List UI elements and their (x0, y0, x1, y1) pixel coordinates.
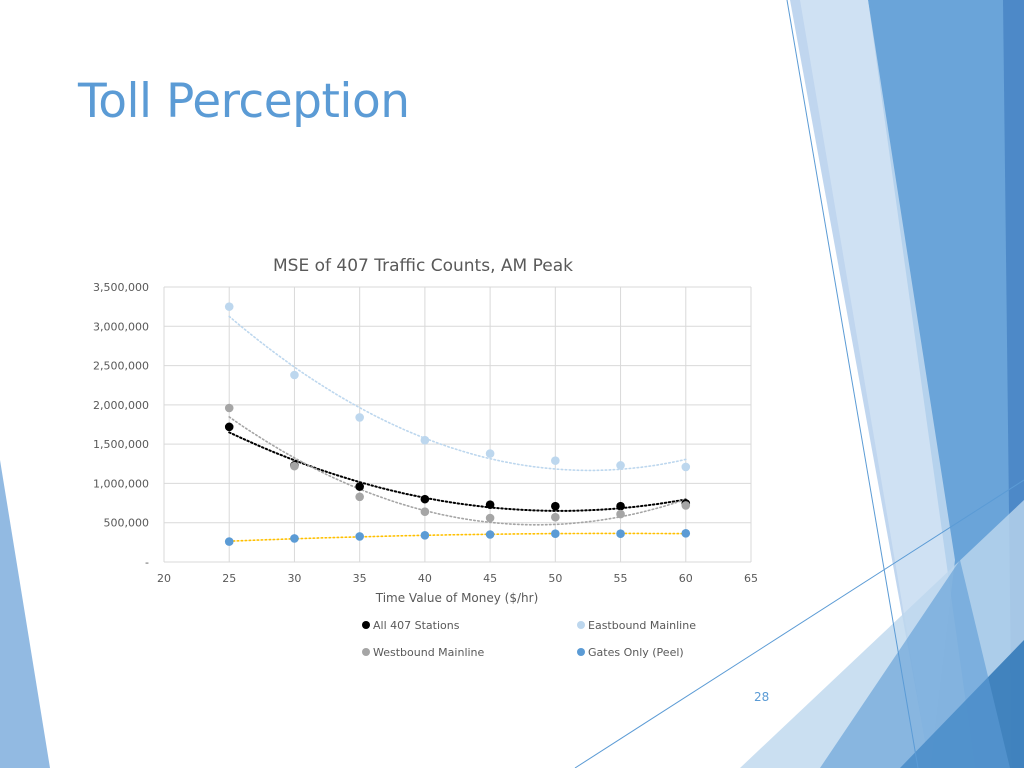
data-point (616, 461, 625, 470)
data-point (485, 530, 495, 539)
data-point (616, 501, 625, 511)
data-point (224, 403, 234, 413)
trendline (228, 315, 687, 472)
data-point (290, 370, 299, 380)
y-tick-label: - (145, 556, 149, 569)
y-tick-label: 2,500,000 (93, 360, 149, 373)
legend-marker (362, 621, 370, 629)
data-point (290, 534, 299, 543)
y-tick-label: 500,000 (104, 517, 150, 530)
chart-tick-labels: - 500,000 1,000,000 1,500,000 2,000,000 2,500… (93, 281, 758, 585)
data-point (551, 529, 560, 539)
data-point (485, 449, 495, 458)
chart-points (224, 302, 691, 546)
chart-title: MSE of 407 Traffic Counts, AM Peak (273, 256, 573, 276)
data-point (681, 501, 691, 510)
slide-number: 28 (754, 690, 770, 704)
y-tick-label: 2,000,000 (93, 399, 149, 412)
data-point (616, 529, 625, 539)
data-point (224, 537, 234, 546)
decor-shape-bottom-3 (820, 560, 1010, 768)
x-tick-label: 25 (222, 572, 236, 585)
x-tick-label: 45 (483, 572, 497, 585)
slide-title: Toll Perception (78, 74, 410, 129)
data-point (224, 302, 234, 311)
data-point (355, 492, 364, 502)
x-tick-label: 65 (744, 572, 758, 585)
legend-marker (362, 648, 370, 656)
legend-label: Eastbound Mainline (588, 619, 696, 632)
data-point (224, 422, 234, 432)
legend-label: All 407 Stations (373, 619, 460, 632)
y-tick-label: 1,500,000 (93, 438, 149, 451)
legend-label: Gates Only (Peel) (588, 646, 684, 659)
data-point (420, 494, 430, 504)
y-tick-label: 3,000,000 (93, 320, 149, 333)
decor-shape-left (0, 460, 50, 768)
data-point (485, 500, 495, 509)
x-tick-label: 40 (418, 572, 432, 585)
y-tick-label: 3,500,000 (93, 281, 149, 294)
data-point (355, 482, 364, 491)
data-point (551, 512, 560, 522)
data-point (420, 507, 430, 517)
legend-marker (577, 648, 585, 656)
x-tick-label: 30 (287, 572, 301, 585)
data-point (485, 513, 495, 523)
legend-marker (577, 621, 585, 629)
trendline (228, 431, 687, 512)
data-point (355, 532, 364, 541)
data-point (355, 413, 364, 422)
data-point (616, 509, 625, 519)
y-tick-label: 1,000,000 (93, 477, 149, 490)
x-axis-label: Time Value of Money ($/hr) (375, 591, 539, 605)
chart-gridlines (163, 286, 752, 563)
data-point (681, 529, 691, 538)
data-point (290, 461, 299, 471)
x-tick-label: 55 (614, 572, 628, 585)
data-point (551, 456, 560, 465)
data-point (420, 530, 430, 540)
x-tick-label: 35 (353, 572, 367, 585)
decor-line-1 (786, 0, 919, 768)
trendline (228, 416, 687, 526)
decor-shape-right-4 (800, 0, 955, 768)
x-tick-label: 50 (548, 572, 562, 585)
data-point (681, 462, 691, 472)
data-point (551, 501, 560, 511)
decor-line-2 (574, 479, 1024, 768)
legend-label: Westbound Mainline (373, 646, 485, 659)
x-tick-label: 20 (157, 572, 171, 585)
data-point (420, 435, 430, 445)
chart-trendlines (228, 315, 687, 542)
chart-legend: All 407 Stations Eastbound Mainline Westbo… (362, 619, 696, 659)
x-tick-label: 60 (679, 572, 693, 585)
trendline (228, 532, 687, 542)
